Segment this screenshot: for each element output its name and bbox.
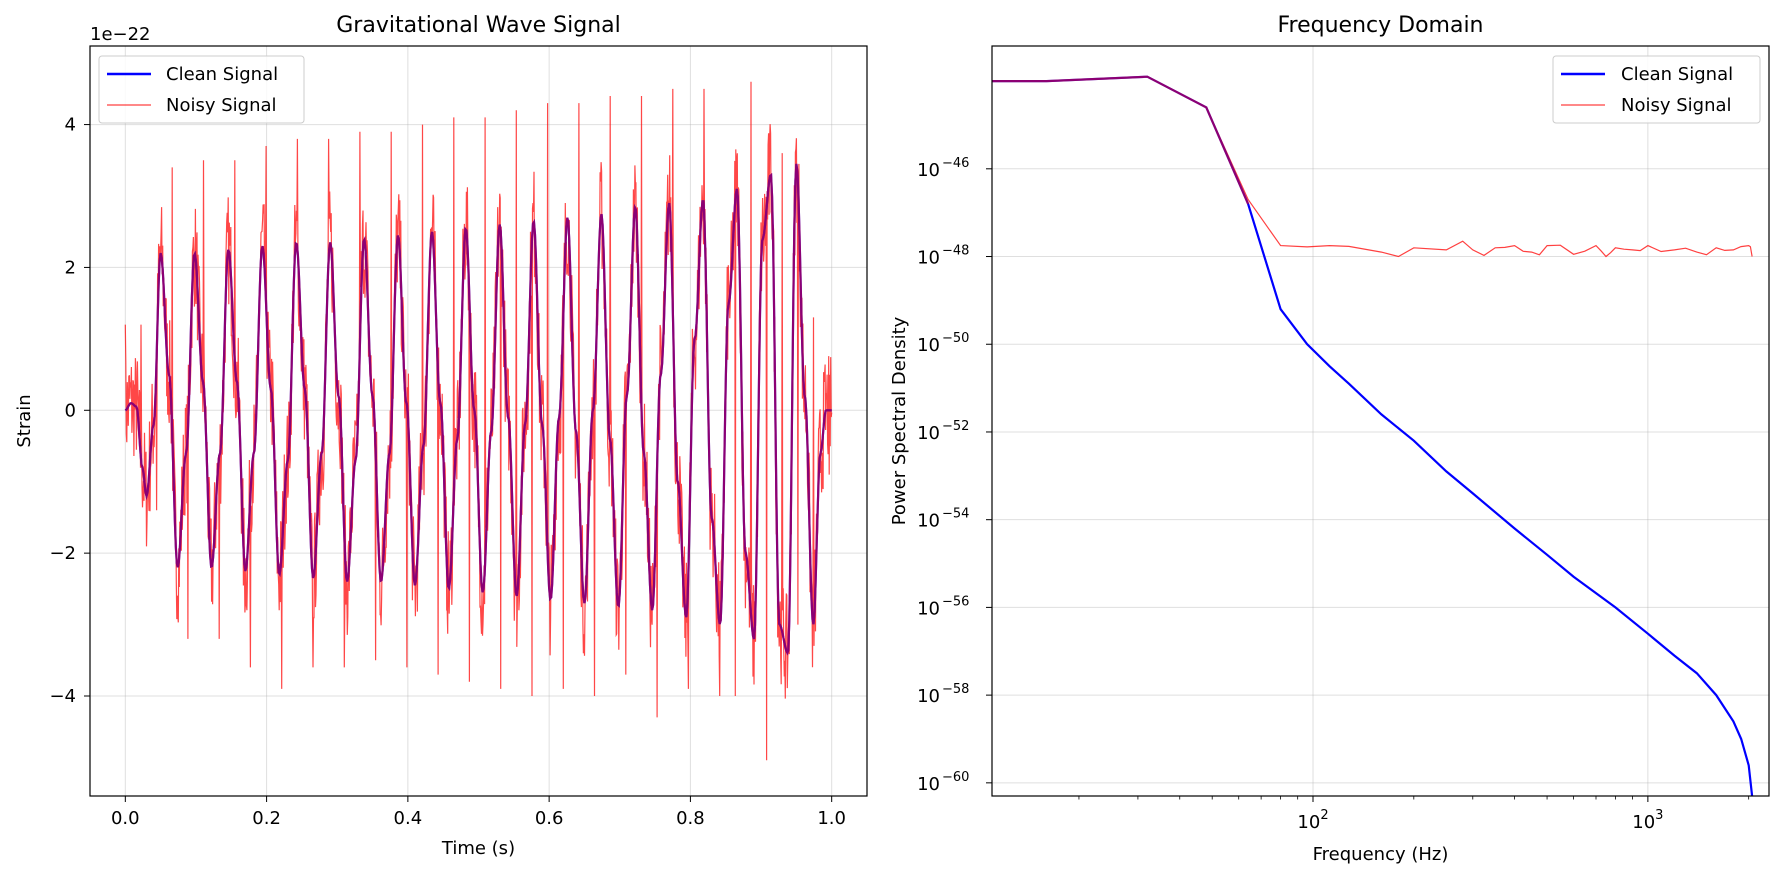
time-x-tick-label: 0.4 [394, 808, 423, 829]
freq-y-tick-label: 10 [917, 598, 940, 619]
time-y-tick-label: −2 [49, 543, 76, 564]
time-y-axis-label: Strain [14, 394, 35, 447]
freq-y-tick-exponent: −56 [942, 594, 969, 609]
freq-clean-signal-line [992, 75, 1754, 797]
freq-legend: Clean Signal Noisy Signal [1552, 55, 1761, 124]
freq-grid [992, 46, 1769, 796]
freq-x-tick-label: 103 [1632, 808, 1663, 833]
freq-y-tick-exponent: −48 [942, 244, 969, 259]
time-y-offset-label: 1e−22 [90, 24, 151, 45]
freq-y-tick-exponent: −60 [942, 770, 969, 785]
time-axes-frame [89, 45, 868, 797]
time-x-tick-label: 0.2 [252, 808, 281, 829]
time-x-tick-label: 1.0 [817, 808, 846, 829]
freq-y-tick-label: 10 [917, 423, 940, 444]
time-legend-clean-label: Clean Signal [166, 64, 278, 85]
freq-x-axis-label: Frequency (Hz) [1313, 844, 1449, 865]
freq-y-axis-label: Power Spectral Density [889, 316, 910, 525]
freq-y-tick-exponent: −54 [942, 507, 969, 522]
freq-series-lines [992, 75, 1754, 797]
freq-y-tick-exponent: −58 [942, 682, 969, 697]
time-x-tick-label: 0.8 [676, 808, 705, 829]
freq-y-tick-label: 10 [917, 686, 940, 707]
freq-y-tick-label: 10 [917, 774, 940, 795]
time-series-lines [124, 81, 833, 761]
time-y-tick-label: −4 [49, 686, 76, 707]
time-x-axis-label: Time (s) [441, 838, 515, 859]
freq-y-tick-exponent: −50 [942, 331, 969, 346]
freq-chart-title: Frequency Domain [1277, 13, 1483, 38]
time-domain-chart: 0.0 0.2 0.4 0.6 0.8 1.0 −4 −2 0 2 4 Gravitational … [14, 13, 868, 859]
time-y-tick-label: 2 [65, 257, 76, 278]
time-y-tick-label: 0 [65, 400, 76, 421]
freq-y-tick-label: 10 [917, 511, 940, 532]
freq-legend-clean-label: Clean Signal [1621, 64, 1733, 85]
time-chart-title: Gravitational Wave Signal [336, 13, 621, 38]
time-x-tick-label: 0.0 [111, 808, 140, 829]
time-legend: Clean Signal Noisy Signal [98, 55, 305, 124]
freq-y-tick-exponent: −46 [942, 156, 969, 171]
time-y-tick-label: 4 [65, 115, 76, 136]
freq-noisy-signal-line [992, 76, 1753, 258]
time-overlap-tint-line [124, 163, 832, 656]
freq-y-tick-label: 10 [917, 335, 940, 356]
freq-overlap-tint-line [992, 75, 1250, 205]
freq-legend-noisy-label: Noisy Signal [1621, 95, 1732, 116]
time-ticks: 0.0 0.2 0.4 0.6 0.8 1.0 −4 −2 0 2 4 [49, 115, 846, 829]
time-legend-noisy-label: Noisy Signal [166, 95, 277, 116]
freq-axes-frame [991, 45, 1770, 797]
freq-y-tick-label: 10 [917, 160, 940, 181]
freq-x-tick-label: 102 [1297, 808, 1328, 833]
time-x-tick-label: 0.6 [535, 808, 564, 829]
freq-y-tick-exponent: −52 [942, 419, 969, 434]
freq-y-tick-label: 10 [917, 248, 940, 269]
